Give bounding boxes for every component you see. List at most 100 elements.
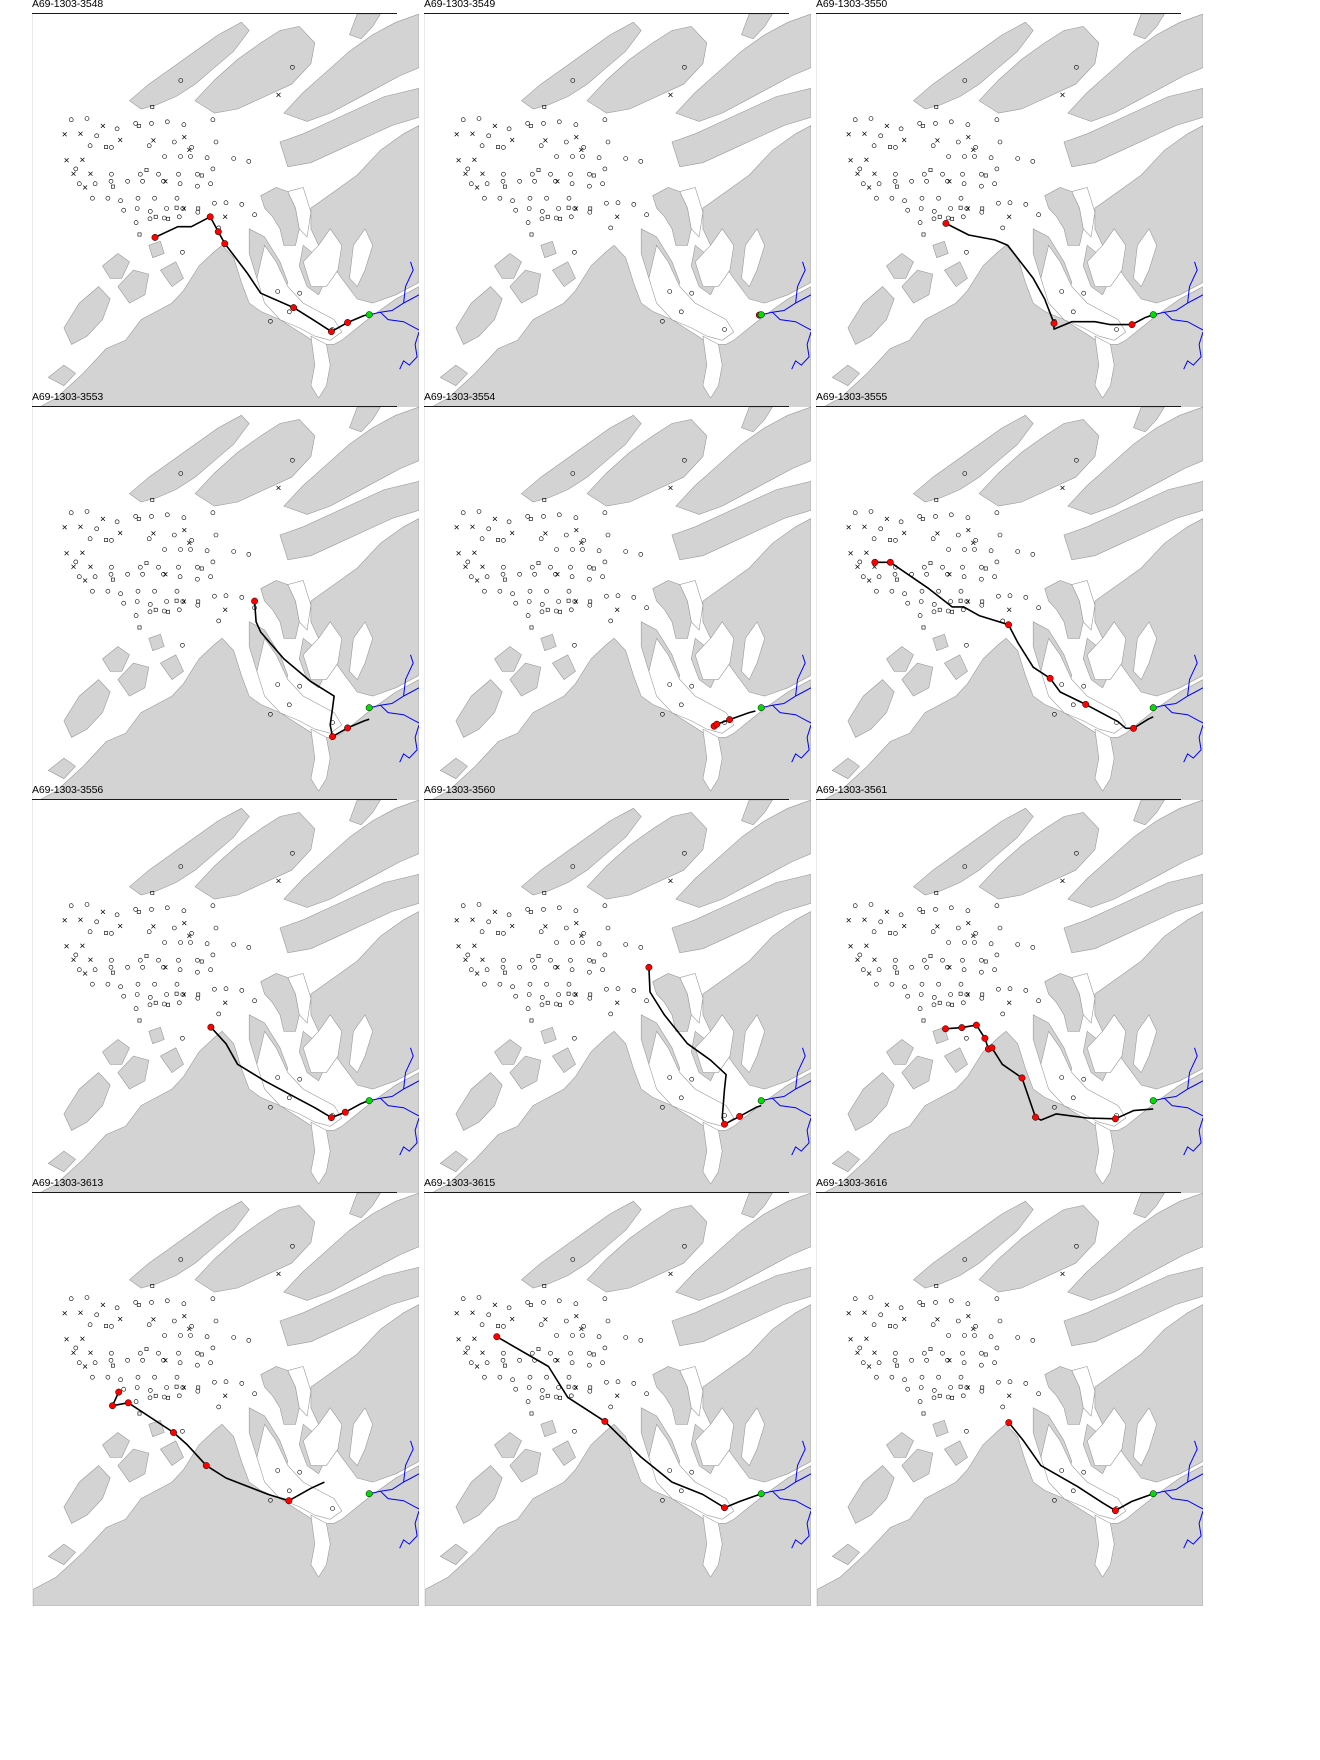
rivers (369, 261, 419, 370)
detections (1005, 1419, 1119, 1515)
track-map-panel-A69-1303-3616: A69-1303-3616 (784, 1177, 1224, 1619)
track-map-panel-A69-1303-3549: A69-1303-3549 (392, 0, 832, 440)
track-map-panel-A69-1303-3560: A69-1303-3560 (392, 784, 832, 1226)
land-layer (425, 800, 811, 1213)
map-frame (32, 407, 419, 820)
release-site-marker (757, 311, 765, 319)
detections (710, 716, 734, 730)
release-site-marker (757, 1097, 765, 1105)
receiver-stations (62, 457, 335, 725)
land-layer (817, 1193, 1203, 1606)
detections (645, 963, 744, 1128)
track-map-panel-A69-1303-3613: A69-1303-3613 (0, 1177, 440, 1619)
detections (251, 597, 352, 741)
receiver-stations (846, 457, 1119, 725)
water-channels (256, 1366, 374, 1578)
water-channels (1040, 580, 1158, 792)
water-channels (648, 580, 766, 792)
release-site-marker (757, 1490, 765, 1498)
detections (109, 1388, 293, 1505)
water-channels (648, 973, 766, 1185)
fish-track-line (1008, 1422, 1154, 1512)
map-frame (32, 800, 419, 1213)
rivers (761, 654, 811, 763)
water-channels (648, 187, 766, 399)
track-map-panel-A69-1303-3548: A69-1303-3548 (0, 0, 440, 440)
rivers (1153, 261, 1203, 370)
receiver-stations (62, 64, 335, 332)
water-channels (1040, 187, 1158, 399)
land-layer (33, 407, 419, 820)
map-frame (424, 407, 811, 820)
fish-track-line (496, 1336, 762, 1509)
release-site-marker (757, 704, 765, 712)
land-layer (817, 407, 1203, 820)
panel-title: A69-1303-3548 (32, 0, 104, 10)
release-site-marker (365, 1097, 373, 1105)
track-map-panel-A69-1303-3550: A69-1303-3550 (784, 0, 1224, 440)
receiver-stations (62, 1243, 335, 1511)
rivers (1153, 654, 1203, 763)
map-frame (816, 1193, 1203, 1606)
map-frame (816, 14, 1203, 427)
panel-title: A69-1303-3616 (816, 1177, 888, 1189)
track-map-panel-A69-1303-3615: A69-1303-3615 (392, 1177, 832, 1619)
map-frame (424, 14, 811, 427)
land-layer (33, 14, 419, 427)
detections (207, 1023, 349, 1122)
panel-title: A69-1303-3560 (424, 784, 496, 796)
release-site-marker (365, 1490, 373, 1498)
rivers (761, 1047, 811, 1156)
map-frame (424, 800, 811, 1213)
rivers (1153, 1440, 1203, 1549)
receiver-stations (454, 64, 727, 332)
panel-title: A69-1303-3553 (32, 391, 104, 403)
land-layer (425, 14, 811, 427)
land-layer (33, 1193, 419, 1606)
track-map-panel-A69-1303-3556: A69-1303-3556 (0, 784, 440, 1226)
map-frame (816, 407, 1203, 820)
fish-track-line (210, 1026, 368, 1119)
map-frame (424, 1193, 811, 1606)
land-layer (425, 1193, 811, 1606)
panel-title: A69-1303-3555 (816, 391, 888, 403)
panel-title: A69-1303-3556 (32, 784, 104, 796)
release-site-marker (1149, 1490, 1157, 1498)
detections (942, 1021, 1119, 1123)
receiver-stations (454, 457, 727, 725)
release-site-marker (1149, 311, 1157, 319)
rivers (761, 1440, 811, 1549)
release-site-marker (1149, 1097, 1157, 1105)
rivers (369, 1047, 419, 1156)
rivers (369, 1440, 419, 1549)
land-layer (425, 407, 811, 820)
panel-title: A69-1303-3549 (424, 0, 496, 10)
water-channels (1040, 1366, 1158, 1578)
panel-title: A69-1303-3561 (816, 784, 888, 796)
land-layer (33, 800, 419, 1213)
release-site-marker (365, 704, 373, 712)
receiver-stations (846, 850, 1119, 1118)
track-map-panel-A69-1303-3555: A69-1303-3555 (784, 391, 1224, 833)
receiver-stations (846, 64, 1119, 332)
water-channels (256, 580, 374, 792)
detections (942, 219, 1136, 329)
rivers (761, 261, 811, 370)
map-frame (32, 14, 419, 427)
detections (493, 1333, 728, 1512)
water-channels (256, 187, 374, 399)
panel-title: A69-1303-3554 (424, 391, 496, 403)
fish-track-line (874, 561, 1154, 730)
water-channels (256, 973, 374, 1185)
receiver-stations (454, 850, 727, 1118)
track-map-panel-A69-1303-3554: A69-1303-3554 (392, 391, 832, 833)
receiver-stations (454, 1243, 727, 1511)
track-map-panel-A69-1303-3561: A69-1303-3561 (784, 784, 1224, 1226)
map-frame (816, 800, 1203, 1213)
detections (151, 213, 352, 336)
water-channels (1040, 973, 1158, 1185)
land-layer (817, 14, 1203, 427)
detections (871, 558, 1137, 732)
track-map-panel-A69-1303-3553: A69-1303-3553 (0, 391, 440, 833)
